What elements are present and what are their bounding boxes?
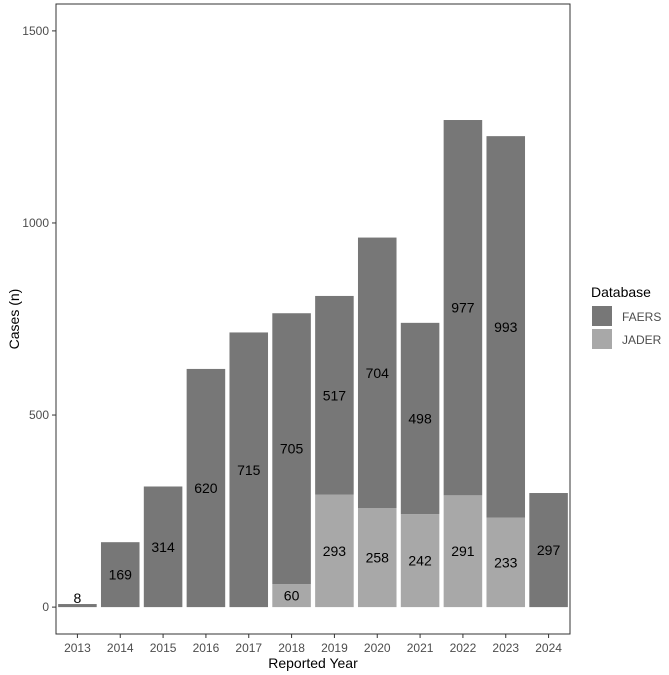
y-tick-label: 0 xyxy=(42,600,49,614)
x-tick-label: 2017 xyxy=(235,641,262,655)
legend-key-faers xyxy=(592,306,612,326)
bar-faers-2013 xyxy=(58,604,97,608)
bar-faers-2016 xyxy=(186,368,226,608)
bar-label-faers-2020: 704 xyxy=(366,365,390,381)
legend: Database FAERS JADER xyxy=(591,284,662,349)
bar-label-jader-2020: 258 xyxy=(366,550,390,566)
bar-faers-2015 xyxy=(143,486,183,608)
x-tick-label: 2015 xyxy=(150,641,177,655)
x-tick-label: 2014 xyxy=(107,641,134,655)
bar-jader-2022 xyxy=(443,495,483,608)
x-tick-label: 2018 xyxy=(278,641,305,655)
bar-label-faers-2014: 169 xyxy=(109,567,133,583)
x-tick-label: 2022 xyxy=(450,641,477,655)
bars xyxy=(58,120,568,608)
bar-label-jader-2021: 242 xyxy=(408,553,432,569)
bar-label-jader-2019: 293 xyxy=(323,543,347,559)
bar-jader-2021 xyxy=(400,514,440,608)
y-tick-label: 500 xyxy=(29,408,49,422)
bar-label-faers-2013: 8 xyxy=(74,590,82,606)
bar-faers-2023 xyxy=(486,136,526,518)
bar-faers-2022 xyxy=(443,120,483,496)
bar-faers-2014 xyxy=(100,542,140,608)
bar-label-jader-2022: 291 xyxy=(451,543,475,559)
x-tick-label: 2023 xyxy=(492,641,519,655)
bar-jader-2023 xyxy=(486,517,526,608)
bar-faers-2024 xyxy=(529,493,568,608)
bar-faers-2018 xyxy=(272,313,311,585)
bar-label-faers-2017: 715 xyxy=(237,462,261,478)
bar-label-faers-2022: 977 xyxy=(451,300,475,316)
x-tick-label: 2021 xyxy=(407,641,434,655)
legend-label-faers: FAERS xyxy=(622,310,661,324)
bar-label-faers-2018: 705 xyxy=(280,441,304,457)
legend-title: Database xyxy=(591,284,651,300)
y-tick-label: 1500 xyxy=(22,24,49,38)
legend-label-jader: JADER xyxy=(622,333,662,347)
y-axis-ticks: 0 500 1000 1500 xyxy=(22,24,56,614)
bar-label-faers-2023: 993 xyxy=(494,319,518,335)
bar-label-jader-2018: 60 xyxy=(284,588,300,604)
bar-faers-2019 xyxy=(315,295,354,495)
legend-key-jader xyxy=(592,329,612,349)
bar-jader-2018 xyxy=(272,584,311,608)
x-tick-label: 2024 xyxy=(535,641,562,655)
x-axis-title: Reported Year xyxy=(268,655,358,671)
x-tick-label: 2020 xyxy=(364,641,391,655)
bar-jader-2020 xyxy=(357,508,397,608)
y-tick-label: 1000 xyxy=(22,216,49,230)
y-axis-title: Cases (n) xyxy=(6,289,22,350)
bar-value-labels: 8 169 314 620 715 60 705 293 517 258 704 242 498 291 9… xyxy=(74,300,561,606)
bar-faers-2021 xyxy=(400,322,440,515)
bar-faers-2017 xyxy=(229,332,269,608)
bar-label-faers-2021: 498 xyxy=(408,410,432,426)
x-axis-ticks: 2013 2014 2015 2016 2017 2018 2019 2020 2021 2022… xyxy=(64,634,562,655)
bar-jader-2019 xyxy=(315,494,354,608)
bar-label-faers-2019: 517 xyxy=(323,387,347,403)
bar-label-jader-2023: 233 xyxy=(494,554,518,570)
x-tick-label: 2013 xyxy=(64,641,91,655)
x-tick-label: 2019 xyxy=(321,641,348,655)
x-tick-label: 2016 xyxy=(193,641,220,655)
bar-faers-2020 xyxy=(357,237,397,508)
bar-label-faers-2015: 314 xyxy=(151,539,175,555)
plot-panel-border xyxy=(55,3,571,635)
bar-label-faers-2024: 297 xyxy=(537,542,561,558)
bar-label-faers-2016: 620 xyxy=(194,480,218,496)
